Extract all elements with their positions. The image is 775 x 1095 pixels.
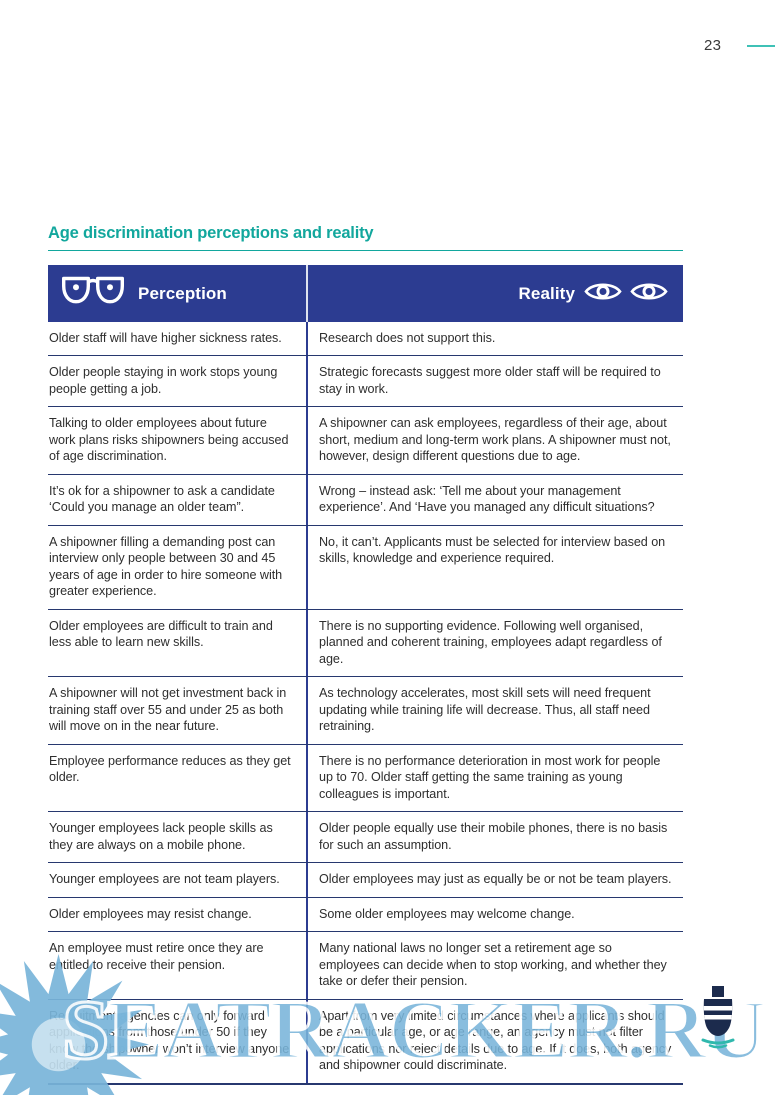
eye-icons: [584, 280, 668, 308]
table-row: Older people staying in work stops young…: [48, 356, 683, 408]
table-row: Older employees are difficult to train a…: [48, 609, 683, 678]
reality-cell: Many national laws no longer set a retir…: [319, 941, 667, 989]
perception-cell: Employee performance reduces as they get…: [48, 744, 308, 812]
reality-cell: Older people equally use their mobile ph…: [319, 821, 668, 852]
table-row: Recruitment agencies can only forward ap…: [48, 999, 683, 1085]
table-row: A shipowner filling a demanding post can…: [48, 525, 683, 610]
reality-header-label: Reality: [518, 283, 575, 303]
table-row: It’s ok for a shipowner to ask a candida…: [48, 474, 683, 526]
perception-cell: Talking to older employees about future …: [48, 407, 308, 474]
perception-cell: Older staff will have higher sickness ra…: [48, 322, 308, 356]
reality-cell: No, it can’t. Applicants must be selecte…: [319, 534, 666, 566]
perception-cell: An employee must retire once they are en…: [48, 932, 308, 999]
page-number: 23: [704, 37, 722, 54]
table-body: Older staff will have higher sickness ra…: [48, 322, 683, 1085]
reality-cell: Apart from very limited circumstances wh…: [319, 1008, 672, 1073]
reality-cell: Older employees may just as equally be o…: [319, 872, 672, 887]
reality-cell: There is no supporting evidence. Followi…: [319, 618, 662, 666]
table-row: An employee must retire once they are en…: [48, 932, 683, 1000]
perception-cell: Older employees may resist change.: [48, 897, 308, 932]
table-row: Employee performance reduces as they get…: [48, 744, 683, 813]
perception-cell: Older employees are difficult to train a…: [48, 609, 308, 677]
table-row: A shipowner will not get investment back…: [48, 677, 683, 745]
perception-cell: It’s ok for a shipowner to ask a candida…: [48, 474, 308, 525]
perception-cell: A shipowner will not get investment back…: [48, 677, 308, 744]
ship-icon: [697, 986, 739, 1054]
reality-cell: Some older employees may welcome change.: [319, 906, 575, 921]
table-row: Younger employees lack people skills as …: [48, 812, 683, 864]
perception-cell: Younger employees are not team players.: [48, 863, 308, 897]
table-row: Older staff will have higher sickness ra…: [48, 322, 683, 357]
table-row: Talking to older employees about future …: [48, 407, 683, 475]
reality-cell: Research does not support this.: [319, 331, 496, 345]
perception-cell: Older people staying in work stops young…: [48, 356, 308, 407]
reality-cell: There is no performance deterioration in…: [319, 753, 661, 801]
reality-cell: Strategic forecasts suggest more older s…: [319, 365, 661, 396]
page-title: Age discrimination perceptions and reali…: [48, 224, 683, 251]
reality-cell: A shipowner can ask employees, regardles…: [319, 416, 671, 464]
glasses-icon: [62, 276, 124, 311]
eye-icon: [584, 280, 622, 308]
reality-cell: Wrong – instead ask: ‘Tell me about your…: [319, 483, 655, 515]
perception-header-cell: Perception: [48, 265, 308, 322]
perception-cell: Recruitment agencies can only forward ap…: [48, 999, 308, 1083]
corner-rule: [747, 45, 775, 47]
reality-header-cell: Reality: [308, 265, 683, 322]
table-header: Perception Reality: [48, 265, 683, 322]
perception-cell: A shipowner filling a demanding post can…: [48, 525, 308, 609]
perception-reality-table: Perception Reality: [48, 265, 683, 1085]
table-row: Older employees may resist change. Some …: [48, 897, 683, 933]
perception-header-label: Perception: [138, 283, 227, 303]
table-row: Younger employees are not team players. …: [48, 863, 683, 898]
eye-icon: [630, 280, 668, 308]
perception-cell: Younger employees lack people skills as …: [48, 812, 308, 863]
reality-cell: As technology accelerates, most skill se…: [319, 686, 651, 734]
